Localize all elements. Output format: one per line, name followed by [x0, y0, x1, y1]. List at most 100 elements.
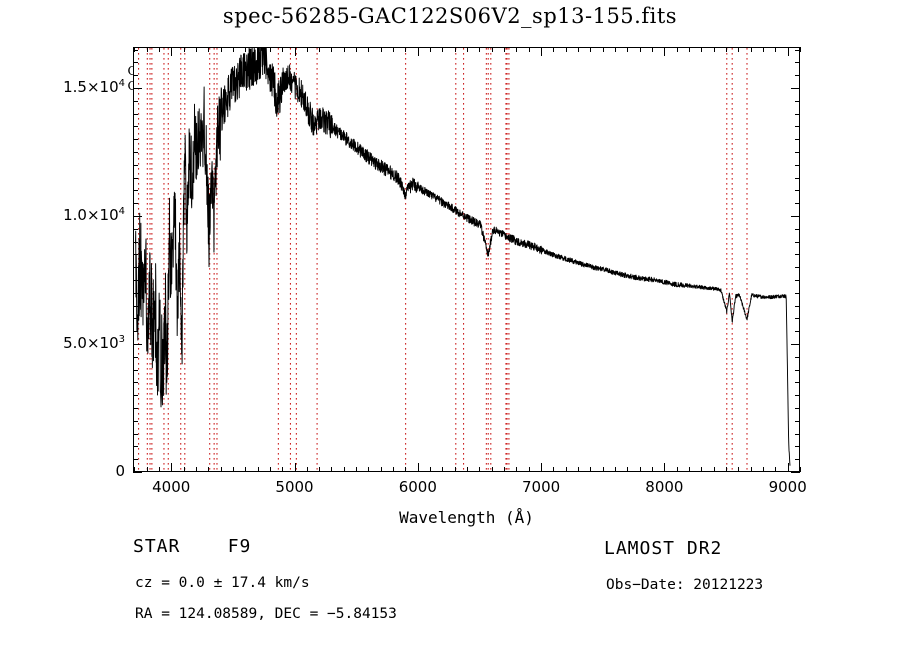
axis-tick [701, 47, 703, 52]
axis-tick [133, 382, 138, 384]
axis-tick [133, 164, 138, 166]
axis-tick [541, 47, 543, 56]
axis-tick [133, 62, 138, 64]
axis-tick [664, 463, 666, 472]
axis-tick [133, 203, 138, 205]
axis-tick [134, 47, 136, 52]
axis-tick [257, 467, 259, 472]
axis-tick [689, 47, 691, 52]
x-axis-label: Wavelength (Å) [399, 508, 534, 527]
axis-tick [795, 139, 800, 141]
axis-tick [282, 47, 284, 52]
axis-tick [245, 467, 247, 472]
axis-tick [795, 164, 800, 166]
axis-tick [133, 177, 138, 179]
axis-tick [294, 463, 296, 472]
axis-tick [319, 47, 321, 52]
axis-tick [491, 467, 493, 472]
footer-obs-date: Obs−Date: 20121223 [606, 577, 764, 593]
axis-tick [528, 47, 530, 52]
axis-tick [171, 463, 173, 472]
footer-coords: RA = 124.08589, DEC = −5.84153 [135, 606, 397, 622]
axis-tick [738, 47, 740, 52]
axis-tick [133, 395, 138, 397]
axis-tick [306, 467, 308, 472]
axis-tick [405, 47, 407, 52]
axis-tick [269, 47, 271, 52]
axis-tick [713, 47, 715, 52]
axis-tick [639, 467, 641, 472]
axis-tick [795, 279, 800, 281]
axis-tick [133, 139, 138, 141]
axis-tick [133, 87, 142, 89]
axis-tick [590, 467, 592, 472]
axis-tick [133, 420, 138, 422]
axis-tick [146, 47, 148, 52]
axis-tick [795, 395, 800, 397]
axis-tick [795, 151, 800, 153]
plot-title: spec-56285-GAC122S06V2_sp13-155.fits [222, 4, 678, 28]
axis-tick [639, 47, 641, 52]
y-tick-label: 1.5×104 [63, 77, 125, 96]
axis-tick [133, 279, 138, 281]
axis-tick [528, 467, 530, 472]
axis-tick [133, 356, 138, 358]
axis-tick [795, 369, 800, 371]
axis-tick [795, 331, 800, 333]
axis-tick [232, 467, 234, 472]
axis-tick [430, 47, 432, 52]
y-tick-label: 0 [115, 462, 125, 480]
axis-tick [368, 467, 370, 472]
axis-tick [795, 292, 800, 294]
footer-spectral-class: F9 [227, 536, 252, 557]
axis-tick [795, 49, 800, 51]
y-tick-label: 5.0×103 [63, 333, 125, 352]
axis-tick [331, 47, 333, 52]
axis-tick [795, 267, 800, 269]
axis-tick [795, 254, 800, 256]
axis-tick [676, 47, 678, 52]
axis-tick [689, 467, 691, 472]
axis-tick [795, 228, 800, 230]
axis-tick [133, 331, 138, 333]
axis-tick [208, 467, 210, 472]
axis-tick [590, 47, 592, 52]
axis-tick [652, 47, 654, 52]
axis-tick [405, 467, 407, 472]
x-tick-label: 8000 [645, 478, 684, 496]
axis-tick [208, 47, 210, 52]
axis-tick [795, 318, 800, 320]
axis-tick [627, 467, 629, 472]
axis-tick [195, 467, 197, 472]
axis-tick [701, 467, 703, 472]
axis-tick [133, 113, 138, 115]
axis-tick [417, 463, 419, 472]
x-tick-label: 7000 [521, 478, 561, 496]
axis-tick [504, 47, 506, 52]
axis-tick [791, 87, 800, 89]
axis-tick [133, 305, 138, 307]
axis-tick [553, 467, 555, 472]
axis-tick [652, 467, 654, 472]
axis-tick [795, 241, 800, 243]
axis-tick [368, 47, 370, 52]
plot-frame [133, 47, 800, 472]
axis-tick [133, 100, 138, 102]
axis-tick [602, 47, 604, 52]
x-tick-label: 6000 [398, 478, 437, 496]
axis-tick [158, 47, 160, 52]
axis-tick [795, 100, 800, 102]
footer-object-type: STAR F9 [133, 536, 252, 557]
axis-tick [133, 369, 138, 371]
axis-tick [356, 47, 358, 52]
axis-tick [467, 467, 469, 472]
axis-tick [183, 47, 185, 52]
axis-tick [763, 47, 764, 52]
axis-tick [795, 407, 800, 409]
axis-tick [220, 467, 222, 472]
axis-tick [133, 343, 142, 345]
axis-tick [133, 318, 138, 320]
axis-tick [795, 113, 800, 115]
axis-tick [454, 467, 456, 472]
axis-tick [541, 463, 543, 472]
